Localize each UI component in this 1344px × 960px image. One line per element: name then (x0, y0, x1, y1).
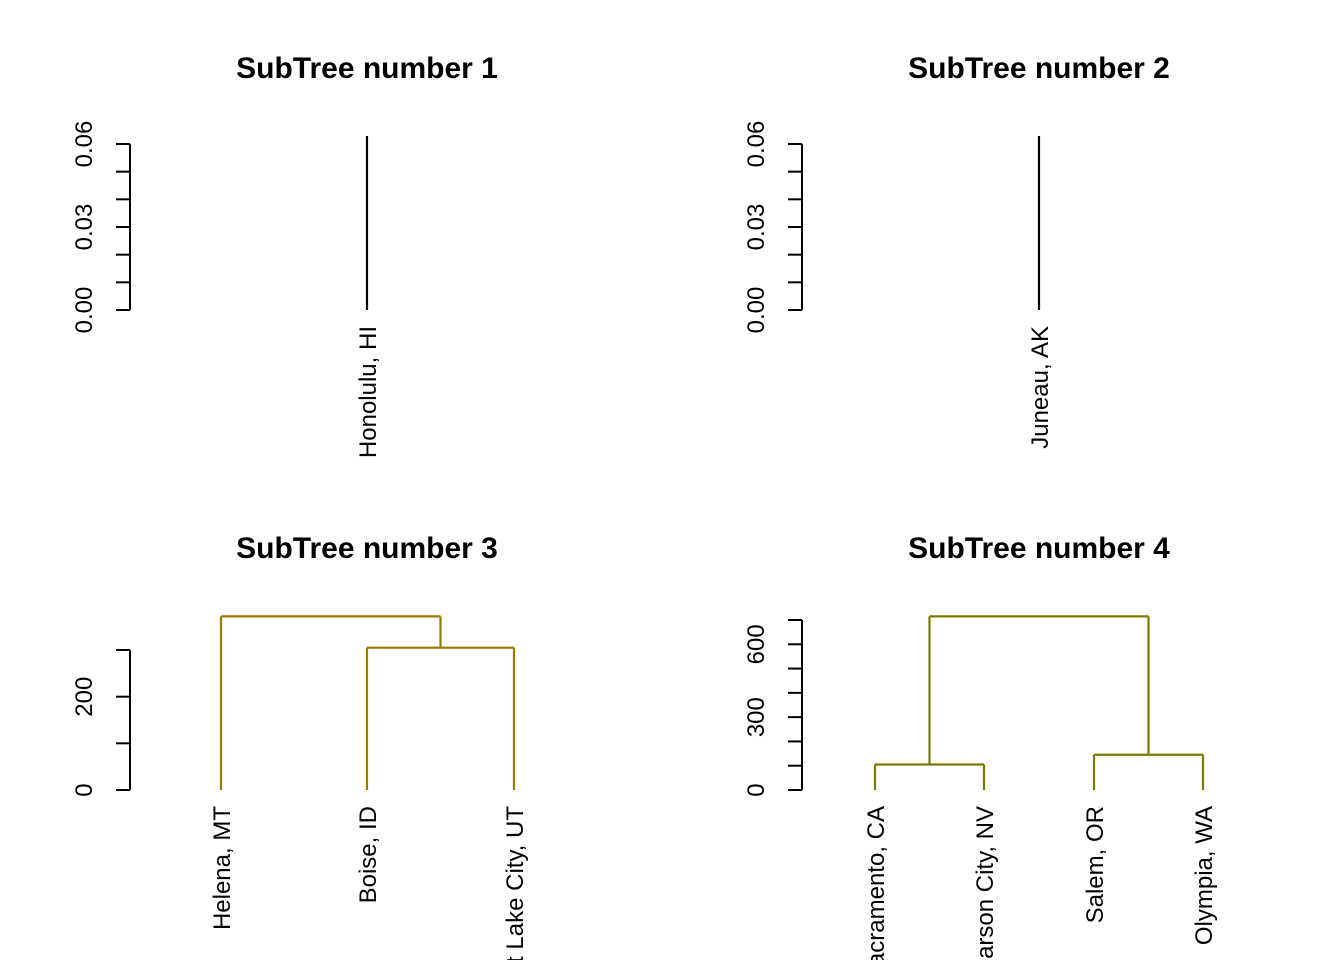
leaf-label: Helena, MT (209, 806, 236, 930)
panel-subtree-2: SubTree number 2 0.00 0.03 0.06 Juneau, AK (743, 52, 1170, 449)
y-tick-label: 0.00 (71, 287, 98, 334)
leaf-labels-2: Juneau, AK (1027, 326, 1054, 449)
y-tick-label: 0.06 (71, 121, 98, 168)
panel-subtree-3: SubTree number 3 0 200 Helena, MT Boise, I… (71, 532, 529, 960)
y-axis-3: 0 200 (71, 649, 131, 797)
y-tick-label: 200 (71, 677, 98, 717)
y-tick-label: 0 (743, 783, 770, 796)
y-tick-label: 0.00 (743, 287, 770, 334)
y-axis-1: 0.00 0.03 0.06 (71, 121, 131, 334)
panel-title-4: SubTree number 4 (908, 532, 1170, 565)
leaf-label: Sacramento, CA (863, 806, 890, 960)
leaf-labels-3: Helena, MT Boise, ID Salt Lake City, UT (209, 806, 529, 960)
leaf-label: Salem, OR (1082, 806, 1109, 923)
tree-3 (219, 615, 516, 790)
leaf-label: Carson City, NV (972, 806, 999, 960)
y-tick-label: 0 (71, 783, 98, 796)
y-axis-4: 0 300 600 (743, 619, 803, 797)
panel-subtree-1: SubTree number 1 0.00 0.03 0.06 Honolulu, … (71, 52, 498, 458)
leaf-label: Boise, ID (355, 806, 382, 903)
leaf-labels-1: Honolulu, HI (355, 326, 382, 458)
panel-title-2: SubTree number 2 (908, 52, 1170, 85)
leaf-labels-4: Sacramento, CA Carson City, NV Salem, OR Ol… (863, 806, 1218, 960)
leaf-label: Juneau, AK (1027, 326, 1054, 449)
tree-4 (873, 615, 1205, 790)
panel-subtree-4: SubTree number 4 0 300 600 Sacramento, CA C… (743, 532, 1218, 960)
panel-title-3: SubTree number 3 (236, 532, 498, 565)
leaf-label: Honolulu, HI (355, 326, 382, 458)
y-tick-label: 300 (743, 697, 770, 737)
leaf-label: Salt Lake City, UT (502, 806, 529, 960)
leaf-label: Olympia, WA (1191, 806, 1218, 945)
y-tick-label: 600 (743, 624, 770, 664)
y-tick-label: 0.03 (71, 204, 98, 251)
y-axis-2: 0.00 0.03 0.06 (743, 121, 803, 334)
y-tick-label: 0.03 (743, 204, 770, 251)
y-tick-label: 0.06 (743, 121, 770, 168)
panel-title-1: SubTree number 1 (236, 52, 498, 85)
